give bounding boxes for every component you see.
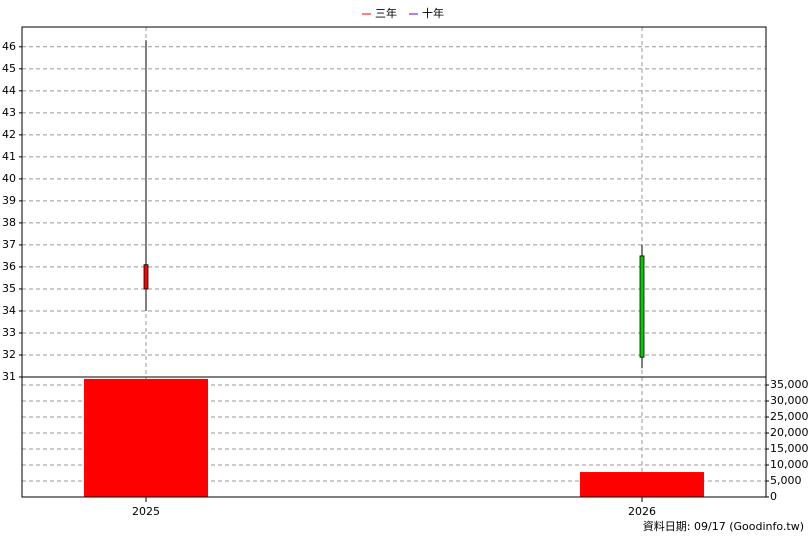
y2-tick-label: 25,000 <box>770 410 808 423</box>
y-tick-label: 46 <box>2 40 16 53</box>
legend-label: 十年 <box>422 6 444 20</box>
y-tick-label: 40 <box>2 172 16 185</box>
y-tick-label: 34 <box>2 304 16 317</box>
y-tick-label: 42 <box>2 128 16 141</box>
y-tick-label: 36 <box>2 260 16 273</box>
y2-tick-label: 10,000 <box>770 458 808 471</box>
volume-bar <box>84 378 208 497</box>
candle-body <box>143 264 149 290</box>
legend-label: 三年 <box>375 6 397 20</box>
y-tick-label: 38 <box>2 216 16 229</box>
y-tick-label: 33 <box>2 326 16 339</box>
y2-tick-label: 30,000 <box>770 394 808 407</box>
y2-tick-label: 20,000 <box>770 426 808 439</box>
y-tick-label: 41 <box>2 150 16 163</box>
y-tick-label: 31 <box>2 370 16 383</box>
y-tick-label: 43 <box>2 106 16 119</box>
volume-bar <box>580 472 704 497</box>
y-tick-label: 35 <box>2 282 16 295</box>
y-tick-label: 39 <box>2 194 16 207</box>
candle-body <box>639 255 645 358</box>
footer: 資料日期: 09/17 (Goodinfo.tw) <box>643 519 804 533</box>
y2-tick-label: 0 <box>770 490 777 503</box>
x-tick-label: 2026 <box>628 505 656 518</box>
plot-border <box>21 26 767 498</box>
y-tick-label: 32 <box>2 348 16 361</box>
x-tick-label: 2025 <box>132 505 160 518</box>
y2-tick-label: 15,000 <box>770 442 808 455</box>
y2-tick-label: 5,000 <box>770 474 802 487</box>
y-tick-label: 45 <box>2 62 16 75</box>
y-tick-label: 37 <box>2 238 16 251</box>
y2-tick-label: 35,000 <box>770 378 808 391</box>
y-tick-label: 44 <box>2 84 16 97</box>
